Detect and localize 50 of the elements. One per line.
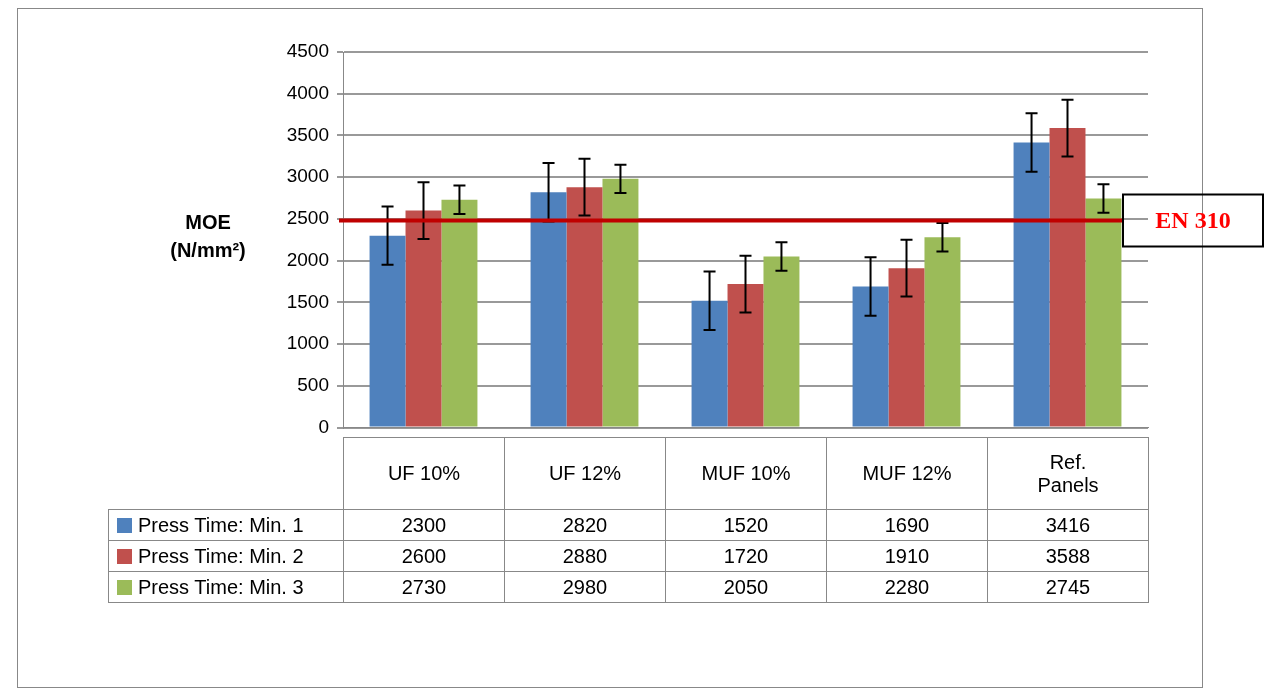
y-tick-label: 2500 — [286, 207, 329, 229]
x-tick-label: MUF 10% — [665, 437, 827, 510]
y-tick-label: 4000 — [286, 81, 329, 103]
x-tick-label: Ref. Panels — [987, 437, 1149, 510]
bar — [691, 300, 728, 427]
bar — [602, 178, 639, 427]
data-label: 1520 — [665, 509, 827, 541]
y-tick-label: 0 — [318, 415, 329, 437]
y-tick-label: 500 — [297, 374, 329, 396]
bar — [763, 256, 800, 427]
data-label: 2745 — [987, 571, 1149, 603]
data-label: 2980 — [504, 571, 666, 603]
x-tick-label: UF 12% — [504, 437, 666, 510]
ref-line-label: EN 310 — [1155, 206, 1231, 233]
y-tick-label: 3500 — [286, 123, 329, 145]
y-tick-label: 3000 — [286, 165, 329, 187]
bar — [441, 199, 478, 427]
bar — [566, 187, 603, 427]
legend-label: Press Time: Min. 1 — [108, 509, 344, 541]
bar — [1049, 128, 1086, 427]
legend-label: Press Time: Min. 2 — [108, 540, 344, 572]
bar — [1085, 198, 1122, 427]
bar — [888, 268, 925, 427]
y-tick-label: 2000 — [286, 248, 329, 270]
bar — [924, 237, 961, 427]
bar — [530, 192, 567, 427]
data-label: 1720 — [665, 540, 827, 572]
legend-label: Press Time: Min. 3 — [108, 571, 344, 603]
data-label: 2730 — [343, 571, 505, 603]
bar — [727, 284, 764, 427]
data-label: 2280 — [826, 571, 988, 603]
x-tick-label: MUF 12% — [826, 437, 988, 510]
y-tick-label: 1500 — [286, 290, 329, 312]
bar — [405, 210, 442, 427]
x-tick-label: UF 10% — [343, 437, 505, 510]
data-label: 1910 — [826, 540, 988, 572]
data-label: 1690 — [826, 509, 988, 541]
data-label: 2820 — [504, 509, 666, 541]
bar — [852, 286, 889, 427]
data-label: 2880 — [504, 540, 666, 572]
data-label: 2600 — [343, 540, 505, 572]
bar — [369, 235, 406, 427]
data-label: 2300 — [343, 509, 505, 541]
y-axis-title: MOE (N/mm²) — [169, 210, 247, 263]
y-tick-label: 4500 — [286, 40, 329, 62]
data-label: 3588 — [987, 540, 1149, 572]
data-label: 2050 — [665, 571, 827, 603]
data-label: 3416 — [987, 509, 1149, 541]
y-tick-label: 1000 — [286, 332, 329, 354]
bar — [1013, 142, 1050, 427]
